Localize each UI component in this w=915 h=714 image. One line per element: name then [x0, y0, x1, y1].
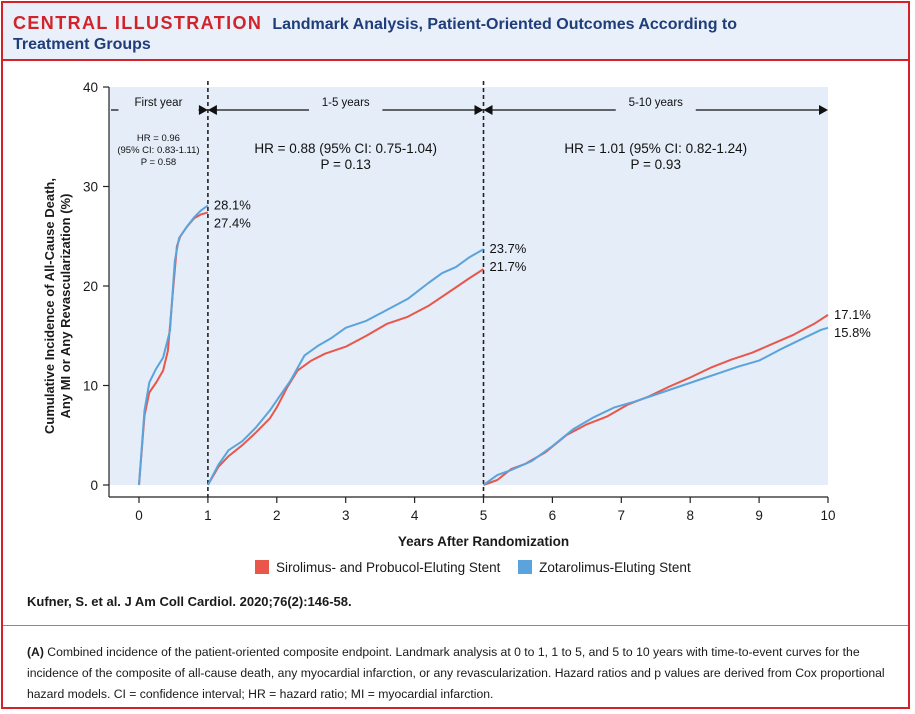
panel-hr-2: HR = 1.01 (95% CI: 0.82-1.24)	[564, 141, 747, 156]
panel-arrow-right-0	[198, 105, 208, 115]
series-1-line-segment-0	[138, 204, 209, 486]
panel-label-bg-1	[309, 100, 383, 114]
legend-label-zotarolimus: Zotarolimus-Eluting Stent	[539, 560, 691, 575]
caption-box: (A) Combined incidence of the patient-or…	[3, 625, 908, 707]
x-tick-label-1: 1	[204, 508, 212, 523]
panel-p-0: P = 0.58	[141, 157, 176, 168]
header-kicker: CENTRAL ILLUSTRATION	[13, 13, 263, 33]
citation: Kufner, S. et al. J Am Coll Cardiol. 202…	[27, 594, 352, 609]
series-0-line-segment-1	[207, 268, 485, 486]
x-tick-label-5: 5	[480, 508, 488, 523]
legend-label-sirolimus: Sirolimus- and Probucol-Eluting Stent	[276, 560, 501, 575]
panel-label-bg-0	[118, 100, 199, 114]
header-title: Landmark Analysis, Patient-Oriented Outc…	[272, 16, 738, 33]
x-tick-label-8: 8	[686, 508, 694, 523]
panel-background-2	[483, 87, 828, 485]
caption: (A) Combined incidence of the patient-or…	[27, 642, 897, 705]
panel-label-bg-2	[615, 100, 696, 114]
x-tick-label-0: 0	[135, 508, 143, 523]
caption-lead: (A)	[27, 645, 44, 659]
end-label-series-0-segment-2: 17.1%	[834, 307, 871, 322]
panel-ci-0: (95% CI: 0.83-1.11)	[117, 145, 199, 156]
end-label-series-1-segment-1: 23.7%	[490, 241, 527, 256]
y-tick-label-1: 10	[83, 379, 98, 394]
x-tick-label-3: 3	[342, 508, 350, 523]
landmark-chart: 0 10 20 30 40 0 1 2 3 4 5 6 7 8 9 10 Years After Randomi…	[42, 80, 871, 549]
end-label-series-1-segment-0: 28.1%	[214, 197, 251, 212]
end-label-series-0-segment-1: 21.7%	[490, 259, 527, 274]
panel-label-2: 5-10 years	[629, 97, 684, 109]
panel-hr-0: HR = 0.96	[137, 133, 180, 144]
x-tick-label-2: 2	[273, 508, 281, 523]
header-banner: CENTRAL ILLUSTRATION Landmark Analysis, P…	[3, 3, 908, 61]
x-tick-label-7: 7	[618, 508, 626, 523]
legend-item-zotarolimus: Zotarolimus-Eluting Stent	[518, 560, 691, 575]
panel-p-1: P = 0.13	[320, 157, 370, 172]
y-tick-label-4: 40	[83, 80, 98, 95]
y-tick-label-0: 0	[90, 478, 98, 493]
series-1-line-segment-1	[207, 248, 484, 486]
x-tick-label-6: 6	[549, 508, 557, 523]
x-tick-label-10: 10	[820, 508, 835, 523]
caption-text: Combined incidence of the patient-orient…	[27, 645, 885, 701]
series-1-line-segment-2	[482, 326, 829, 486]
panel-background-1	[207, 87, 484, 485]
legend-swatch-zotarolimus	[518, 560, 533, 574]
header-title-line1: CENTRAL ILLUSTRATION Landmark Analysis, P…	[13, 13, 737, 34]
legend-item-sirolimus: Sirolimus- and Probucol-Eluting Stent	[255, 560, 500, 575]
panel-arrow-right-1	[474, 105, 484, 115]
y-tick-label-2: 20	[83, 279, 98, 294]
panel-label-0: First year	[134, 97, 182, 109]
panel-arrow-right-2	[819, 105, 828, 115]
panel-arrow-left-1	[207, 105, 217, 115]
y-axis-label-line1: Cumulative Incidence of All-Cause Death,	[42, 178, 57, 434]
y-tick-label-3: 30	[83, 180, 98, 195]
y-axis-label-line2: Any MI or Any Revascularization (%)	[58, 194, 73, 419]
x-tick-label-9: 9	[755, 508, 763, 523]
header-title-line2: Treatment Groups	[13, 36, 151, 53]
panel-hr-1: HR = 0.88 (95% CI: 0.75-1.04)	[254, 141, 437, 156]
end-label-series-1-segment-2: 15.8%	[834, 325, 871, 340]
panel-arrow-left-2	[483, 105, 493, 115]
legend: Sirolimus- and Probucol-Eluting Stent Zo…	[255, 560, 705, 575]
x-axis-label: Years After Randomization	[398, 534, 569, 549]
panel-p-2: P = 0.93	[631, 157, 681, 172]
legend-swatch-sirolimus	[255, 560, 269, 574]
end-label-series-0-segment-0: 27.4%	[214, 215, 251, 230]
x-tick-label-4: 4	[411, 508, 419, 523]
panel-background-0	[109, 87, 208, 485]
panel-label-1: 1-5 years	[322, 97, 370, 109]
